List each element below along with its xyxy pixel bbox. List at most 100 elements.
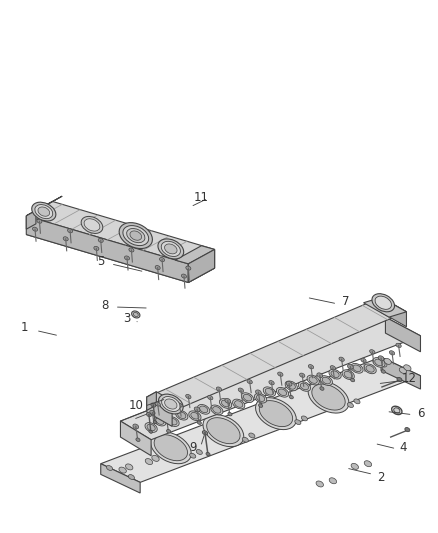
Text: 1: 1 bbox=[20, 321, 28, 334]
Ellipse shape bbox=[67, 229, 73, 233]
Ellipse shape bbox=[186, 394, 191, 399]
Ellipse shape bbox=[194, 407, 200, 411]
Ellipse shape bbox=[203, 415, 244, 447]
Ellipse shape bbox=[163, 416, 170, 420]
Ellipse shape bbox=[155, 265, 160, 270]
Ellipse shape bbox=[81, 216, 103, 233]
Ellipse shape bbox=[200, 406, 208, 413]
Ellipse shape bbox=[159, 394, 183, 414]
Ellipse shape bbox=[285, 381, 297, 391]
Polygon shape bbox=[385, 317, 420, 352]
Ellipse shape bbox=[128, 474, 134, 480]
Ellipse shape bbox=[189, 411, 201, 421]
Text: 7: 7 bbox=[342, 295, 350, 308]
Polygon shape bbox=[26, 196, 62, 216]
Ellipse shape bbox=[196, 449, 202, 455]
Ellipse shape bbox=[258, 404, 263, 407]
Ellipse shape bbox=[156, 418, 164, 424]
Ellipse shape bbox=[394, 408, 400, 413]
Ellipse shape bbox=[178, 412, 186, 418]
Ellipse shape bbox=[351, 364, 363, 373]
Ellipse shape bbox=[242, 437, 248, 442]
Ellipse shape bbox=[372, 294, 395, 312]
Ellipse shape bbox=[378, 356, 384, 360]
Ellipse shape bbox=[165, 244, 177, 254]
Ellipse shape bbox=[342, 370, 354, 379]
Ellipse shape bbox=[354, 399, 360, 404]
Ellipse shape bbox=[405, 427, 410, 432]
Ellipse shape bbox=[244, 394, 251, 401]
Ellipse shape bbox=[63, 237, 68, 241]
Ellipse shape bbox=[307, 375, 319, 385]
Polygon shape bbox=[381, 297, 406, 327]
Ellipse shape bbox=[366, 366, 374, 372]
Ellipse shape bbox=[301, 416, 307, 421]
Ellipse shape bbox=[329, 478, 336, 484]
Ellipse shape bbox=[130, 231, 141, 240]
Ellipse shape bbox=[317, 373, 323, 377]
Ellipse shape bbox=[213, 407, 221, 413]
Text: 3: 3 bbox=[124, 312, 131, 325]
Ellipse shape bbox=[399, 367, 406, 374]
Ellipse shape bbox=[344, 372, 352, 378]
Text: 8: 8 bbox=[102, 299, 109, 312]
Ellipse shape bbox=[241, 393, 254, 402]
Ellipse shape bbox=[238, 388, 244, 392]
Ellipse shape bbox=[153, 421, 157, 424]
Ellipse shape bbox=[133, 424, 139, 429]
Ellipse shape bbox=[255, 390, 261, 394]
Ellipse shape bbox=[375, 359, 383, 366]
Ellipse shape bbox=[257, 395, 265, 401]
Ellipse shape bbox=[123, 225, 148, 246]
Ellipse shape bbox=[259, 401, 293, 426]
Ellipse shape bbox=[249, 433, 255, 438]
Ellipse shape bbox=[149, 430, 152, 433]
Ellipse shape bbox=[233, 399, 245, 409]
Ellipse shape bbox=[308, 365, 314, 369]
Ellipse shape bbox=[150, 410, 155, 415]
Ellipse shape bbox=[206, 453, 210, 456]
Ellipse shape bbox=[207, 418, 240, 443]
Ellipse shape bbox=[300, 383, 308, 390]
Ellipse shape bbox=[166, 430, 171, 433]
Ellipse shape bbox=[351, 463, 358, 470]
Ellipse shape bbox=[254, 393, 267, 403]
Ellipse shape bbox=[286, 382, 292, 386]
Ellipse shape bbox=[98, 238, 103, 243]
Ellipse shape bbox=[316, 481, 323, 487]
Polygon shape bbox=[147, 297, 406, 411]
Text: 9: 9 bbox=[189, 441, 197, 454]
Ellipse shape bbox=[370, 350, 375, 354]
Text: 4: 4 bbox=[399, 441, 407, 454]
Polygon shape bbox=[175, 246, 215, 264]
Ellipse shape bbox=[145, 458, 152, 465]
Ellipse shape bbox=[384, 358, 391, 365]
Ellipse shape bbox=[279, 389, 286, 395]
Ellipse shape bbox=[287, 383, 295, 389]
Polygon shape bbox=[120, 317, 420, 440]
Ellipse shape bbox=[152, 455, 159, 462]
Ellipse shape bbox=[133, 312, 138, 317]
Ellipse shape bbox=[84, 219, 100, 231]
Polygon shape bbox=[101, 464, 140, 493]
Ellipse shape bbox=[119, 467, 126, 473]
Polygon shape bbox=[188, 249, 215, 282]
Text: 6: 6 bbox=[417, 407, 424, 419]
Ellipse shape bbox=[255, 398, 297, 430]
Ellipse shape bbox=[150, 432, 191, 464]
Ellipse shape bbox=[147, 424, 155, 431]
Ellipse shape bbox=[32, 227, 38, 231]
Ellipse shape bbox=[127, 229, 145, 243]
Ellipse shape bbox=[219, 399, 232, 408]
Ellipse shape bbox=[208, 395, 213, 400]
Polygon shape bbox=[26, 201, 215, 264]
Polygon shape bbox=[188, 249, 215, 282]
Ellipse shape bbox=[151, 403, 156, 407]
Polygon shape bbox=[101, 357, 420, 482]
Text: 5: 5 bbox=[97, 255, 104, 268]
Ellipse shape bbox=[289, 395, 293, 399]
Ellipse shape bbox=[162, 397, 180, 411]
Ellipse shape bbox=[176, 410, 188, 420]
Ellipse shape bbox=[154, 416, 166, 426]
Ellipse shape bbox=[278, 372, 283, 376]
